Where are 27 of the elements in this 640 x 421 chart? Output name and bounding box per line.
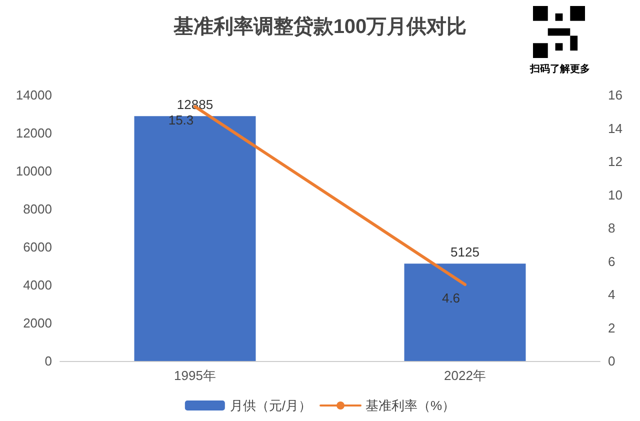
data-label: 15.3	[168, 112, 194, 128]
x-tick-label: 2022年	[444, 368, 486, 383]
y2-tick-label: 0	[608, 354, 616, 368]
legend-label: 月供（元/月）	[230, 398, 312, 413]
text: 扫码了解更多	[528, 62, 591, 76]
y2-tick-label: 4	[608, 287, 616, 302]
legend-label: 基准利率（%）	[366, 398, 456, 413]
y-tick-label: 8000	[23, 202, 52, 216]
y2-tick-label: 8	[608, 220, 616, 236]
y2-tick-label: 6	[608, 254, 616, 269]
y-tick-label: 10000	[16, 164, 52, 178]
y2-tick-label: 14	[608, 120, 622, 136]
y-tick-label: 12000	[16, 126, 52, 140]
y-tick-label: 2000	[23, 316, 52, 330]
y2-tick-label: 2	[608, 320, 616, 336]
y-tick-label: 14000	[16, 88, 52, 102]
y2-tick-label: 16	[608, 88, 622, 102]
y-tick-label: 6000	[23, 240, 52, 254]
chart-title: 基准利率调整贷款100万月供对比	[172, 15, 467, 38]
data-label: 12885	[176, 97, 214, 112]
y-tick-label: 0	[44, 354, 52, 368]
y2-tick-label: 10	[608, 187, 622, 202]
x-tick-label: 1995年	[174, 368, 216, 383]
data-label: 4.6	[442, 290, 460, 306]
y-tick-label: 4000	[23, 278, 52, 292]
y2-tick-label: 12	[608, 154, 622, 169]
data-label: 5125	[450, 244, 480, 260]
